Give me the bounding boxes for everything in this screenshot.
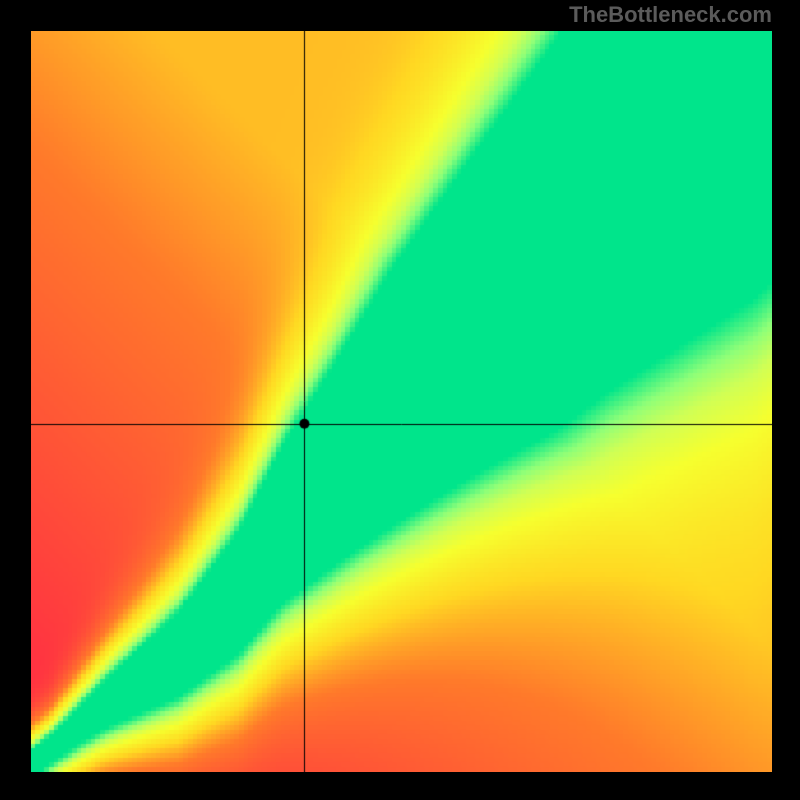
chart-container: TheBottleneck.com xyxy=(0,0,800,800)
watermark-text: TheBottleneck.com xyxy=(569,2,772,28)
bottleneck-heatmap xyxy=(31,31,772,772)
